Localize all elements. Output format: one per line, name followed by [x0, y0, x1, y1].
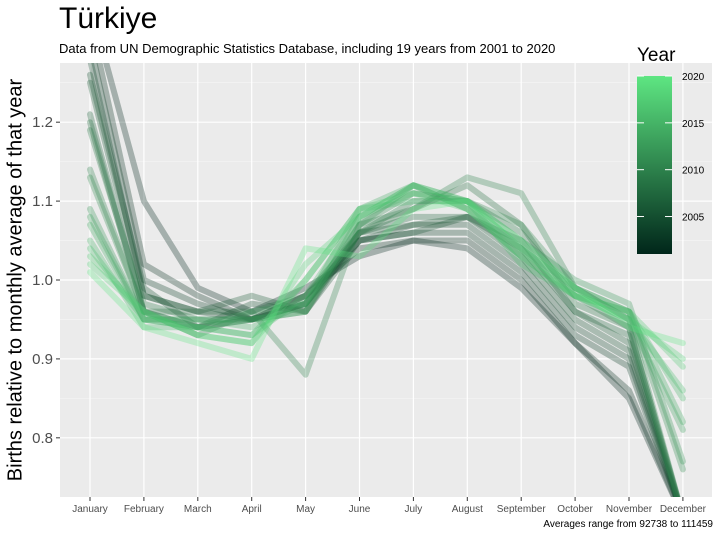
legend-title: Year	[637, 45, 676, 66]
legend-label: 2005	[682, 213, 705, 224]
series-line-2003	[91, 63, 680, 497]
x-tick-label: January	[72, 504, 108, 515]
chart-title: Türkiye	[59, 2, 158, 35]
series-line-2014	[87, 182, 686, 425]
series-line-2018	[87, 182, 686, 362]
legend-colorbar	[637, 76, 672, 254]
series-line-2009	[87, 127, 681, 497]
y-tick-label: 1.1	[32, 193, 53, 210]
series-line-2015	[87, 190, 686, 402]
series-line-2016	[87, 198, 686, 394]
y-axis: 0.8 0.9 1.0 1.1 1.2	[32, 114, 60, 447]
series-line-2012	[87, 182, 686, 465]
x-tick-label: October	[557, 504, 593, 515]
legend-label: 2010	[682, 166, 705, 177]
x-tick-label: June	[349, 504, 371, 515]
series-line-2005	[87, 71, 680, 497]
y-tick-label: 1.2	[32, 114, 53, 131]
series-line-2001	[103, 63, 678, 497]
x-tick-label: July	[405, 504, 423, 515]
series-line-2007	[87, 111, 681, 497]
grid-major	[60, 63, 712, 497]
grid-minor	[60, 82, 712, 399]
y-tick-label: 0.8	[32, 430, 53, 447]
x-tick-label: December	[660, 504, 707, 515]
series-line-2006	[87, 79, 680, 497]
series-lines	[87, 63, 686, 497]
series-line-2004	[87, 63, 680, 497]
x-tick-label: November	[606, 504, 653, 515]
x-tick-label: April	[242, 504, 262, 515]
y-tick-label: 1.0	[32, 272, 53, 289]
chart-caption: Averages range from 92738 to 111459	[543, 519, 713, 530]
x-tick-label: February	[124, 504, 164, 515]
legend-label: 2020	[682, 72, 705, 83]
series-line-2013	[87, 182, 686, 433]
x-tick-label: March	[184, 504, 212, 515]
x-axis: January February March April May June July Augu…	[72, 497, 707, 515]
series-line-2008	[87, 119, 681, 497]
series-line-2011	[87, 174, 686, 473]
series-line-2010	[87, 166, 681, 497]
chart-subtitle: Data from UN Demographic Statistics Data…	[59, 41, 556, 56]
x-tick-label: August	[452, 504, 483, 515]
legend: 2005 2010 2015 2020	[637, 72, 705, 254]
x-tick-label: September	[497, 504, 547, 515]
legend-label: 2015	[682, 119, 705, 130]
series-line-2017	[87, 190, 686, 370]
y-tick-label: 0.9	[32, 351, 53, 368]
x-tick-label: May	[296, 504, 315, 515]
series-line-2020	[87, 198, 686, 362]
series-line-2002	[96, 63, 678, 497]
y-axis-label: Births relative to monthly average of th…	[4, 78, 27, 482]
